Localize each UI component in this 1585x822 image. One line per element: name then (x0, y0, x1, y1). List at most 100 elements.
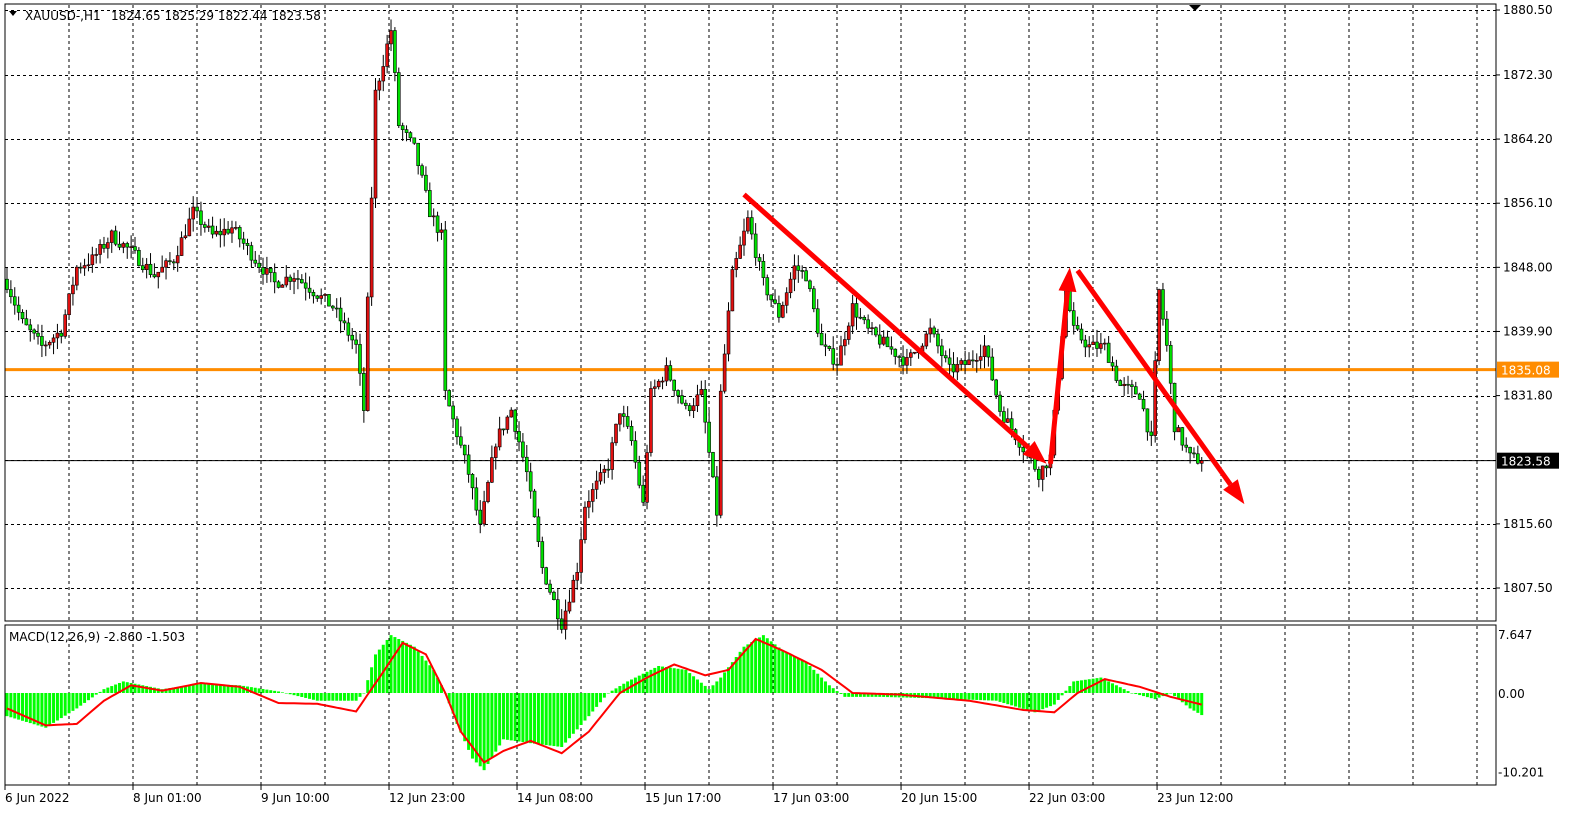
candle-body (753, 233, 758, 258)
macd-histogram-bar (1037, 693, 1041, 711)
macd-histogram-bar (618, 686, 622, 693)
macd-histogram-bar (389, 635, 393, 693)
macd-histogram-bar (676, 668, 680, 693)
macd-histogram-bar (474, 693, 478, 763)
candle-body (435, 215, 440, 233)
macd-panel (5, 635, 1204, 771)
macd-histogram-bar (847, 693, 851, 697)
macd-histogram-bar (401, 640, 405, 693)
candle-body (827, 346, 832, 349)
candle-body (1044, 465, 1049, 469)
macd-histogram-bar (226, 684, 230, 693)
candle-body (982, 345, 987, 357)
macd-histogram-bar (110, 686, 114, 693)
macd-histogram-bar (381, 644, 385, 693)
candle-body (1149, 431, 1154, 436)
macd-histogram-bar (90, 693, 94, 698)
arrow-head-icon (1058, 267, 1077, 293)
macd-histogram-bar (944, 693, 948, 699)
macd-histogram-bar (789, 654, 793, 693)
macd-histogram-bar (280, 692, 284, 693)
macd-tick-label: 0.00 (1498, 687, 1525, 701)
candle-body (164, 260, 168, 268)
macd-histogram-bar (253, 687, 257, 693)
candle-body (404, 129, 409, 133)
macd-histogram-bar (1041, 693, 1045, 710)
candle-body (230, 227, 234, 234)
macd-histogram-bar (536, 693, 540, 745)
candle-body (668, 365, 673, 381)
candle-body (831, 348, 836, 365)
candle-body (1188, 446, 1192, 454)
macd-histogram-bar (719, 677, 723, 693)
candle-body (63, 314, 67, 337)
candle-body (187, 218, 192, 237)
macd-histogram-bar (335, 693, 339, 701)
candle-body (183, 235, 188, 238)
candle-body (905, 357, 909, 366)
macd-histogram-bar (180, 686, 184, 693)
candle-body (528, 471, 533, 492)
candle-body (431, 215, 436, 218)
candle-body (707, 421, 711, 453)
macd-histogram-bar (664, 667, 668, 693)
macd-histogram-bar (342, 693, 346, 701)
macd-histogram-bar (738, 651, 742, 693)
candle-body (300, 279, 304, 284)
macd-histogram-bar (106, 687, 110, 693)
macd-histogram-bar (1114, 685, 1118, 693)
dropdown-triangle-icon[interactable] (9, 11, 17, 16)
macd-histogram-bar (827, 685, 831, 693)
arrow-annotations[interactable] (742, 192, 1245, 505)
time-tick-label: 12 Jun 23:00 (389, 791, 465, 805)
arrow-line (1075, 269, 1233, 486)
macd-histogram-bar (792, 656, 796, 693)
candle-body (175, 255, 180, 264)
candle-body (621, 413, 626, 417)
candle-body (280, 284, 285, 288)
price-tick-label: 1831.80 (1503, 389, 1553, 403)
macd-histogram-bar (963, 693, 967, 700)
candle-body (43, 344, 48, 347)
candle-body (633, 440, 638, 463)
macd-histogram-bar (505, 693, 509, 740)
candle-body (943, 355, 948, 359)
candle-body (1037, 468, 1041, 480)
candle-body (664, 365, 669, 382)
candle-body (501, 428, 506, 431)
candle-body (850, 303, 855, 327)
candle-body (986, 345, 991, 358)
candle-body (12, 296, 17, 306)
macd-histogram-bar (257, 688, 261, 693)
candle-body (513, 409, 517, 432)
macd-histogram-bar (785, 652, 789, 693)
macd-histogram-bar (133, 683, 137, 693)
macd-histogram-bar (754, 639, 758, 693)
candle-body (451, 405, 455, 420)
time-tick-label: 9 Jun 10:00 (261, 791, 330, 805)
macd-histogram-bar (858, 693, 862, 697)
macd-histogram-bar (1107, 681, 1111, 693)
candle-body (474, 487, 479, 511)
candle-body (618, 413, 622, 425)
chart-shift-marker-icon[interactable] (1189, 5, 1201, 11)
candle-body (1102, 342, 1107, 345)
candle-body (749, 217, 754, 235)
macd-panel-frame (4, 624, 1497, 786)
candle-body (536, 516, 541, 542)
candle-body (307, 287, 312, 293)
axes: 1880.50 1872.30 1864.20 1856.10 1848.00 1839.… (4, 3, 1553, 805)
macd-histogram-bar (234, 685, 238, 693)
time-tick-label: 20 Jun 15:00 (901, 791, 977, 805)
macd-histogram-bar (983, 693, 987, 701)
candle-body (1087, 344, 1092, 348)
candle-body (276, 281, 281, 288)
macd-histogram-bar (1083, 679, 1087, 693)
macd-histogram-bar (44, 693, 48, 728)
macd-histogram-bar (692, 676, 696, 693)
macd-signal-line (6, 637, 1202, 764)
candle-body (1130, 384, 1134, 387)
candle-body (784, 292, 789, 306)
macd-histogram-bar (362, 693, 366, 694)
